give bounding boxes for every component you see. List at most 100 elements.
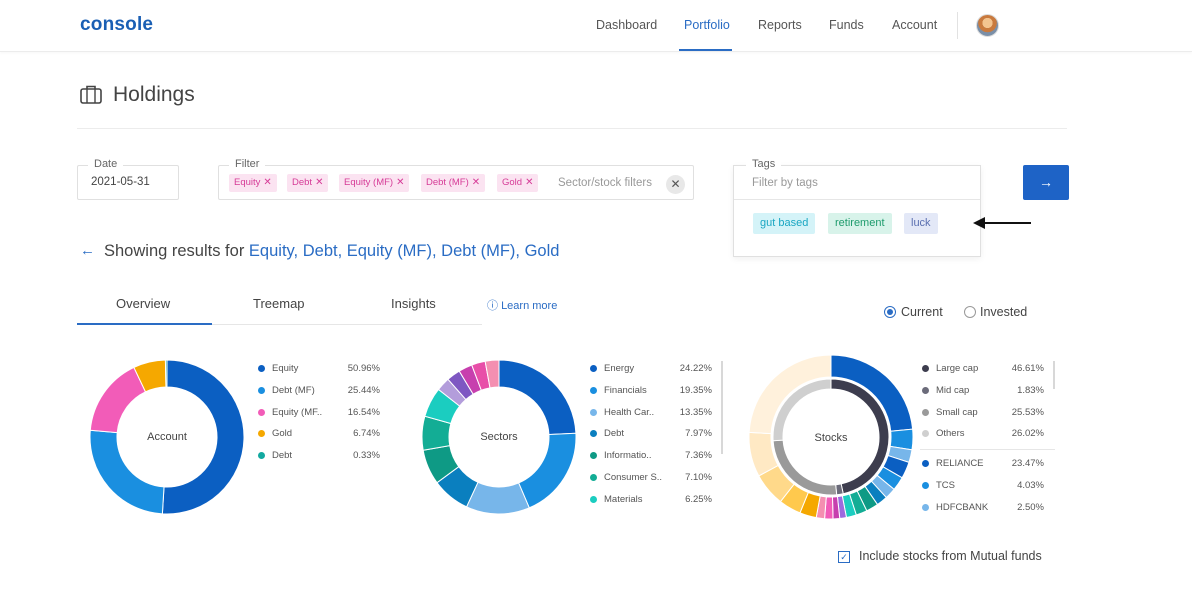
filter-chip-gold[interactable]: Gold ✕	[497, 174, 539, 192]
account-chart-label: Account	[147, 431, 187, 443]
title-divider	[77, 128, 1067, 129]
stocks-slice-reliance[interactable]	[830, 354, 914, 432]
sectors-slice-financials[interactable]	[517, 432, 577, 509]
filter-chip-equity-mf[interactable]: Equity (MF) ✕	[339, 174, 410, 192]
check-icon: ✓	[840, 552, 848, 562]
legend-name: TCS	[936, 479, 955, 491]
legend-dot	[258, 365, 265, 372]
legend-value: 19.35%	[679, 384, 712, 396]
radio-invested-label[interactable]: Invested	[980, 305, 1028, 319]
tag-option-luck[interactable]: luck	[904, 213, 938, 234]
nav-funds[interactable]: Funds	[829, 18, 864, 32]
radio-current[interactable]	[884, 306, 896, 318]
legend-name: Financials	[604, 384, 647, 396]
legend-name: Materials	[604, 493, 643, 505]
sectors-donut-chart	[421, 359, 577, 515]
stocks-slice-segment-18[interactable]	[748, 354, 832, 435]
legend-value: 13.35%	[679, 406, 712, 418]
legend-name: RELIANCE	[936, 458, 984, 469]
close-icon[interactable]: ✕	[396, 177, 405, 188]
legend-value: 6.25%	[685, 493, 712, 505]
legend-name: Informatio..	[604, 450, 652, 462]
filter-placeholder[interactable]: Sector/stock filters	[558, 177, 652, 189]
nav-portfolio[interactable]: Portfolio	[684, 18, 730, 32]
legend-name: Equity (MF..	[272, 406, 323, 418]
user-avatar[interactable]	[976, 14, 999, 37]
legend-value: 46.61%	[1011, 363, 1044, 374]
close-icon[interactable]: ✕	[525, 177, 534, 188]
results-summary: Showing results for Equity, Debt, Equity…	[104, 242, 559, 261]
stocks-legend-divider	[920, 449, 1055, 450]
filter-chip-debt[interactable]: Debt ✕	[287, 174, 329, 192]
tab-insights[interactable]: Insights	[391, 296, 436, 311]
nav-dashboard[interactable]: Dashboard	[596, 18, 658, 32]
legend-name: Equity	[272, 363, 299, 374]
nav-account[interactable]: Account	[892, 18, 938, 32]
include-mf-label[interactable]: Include stocks from Mutual funds	[859, 549, 1042, 563]
include-mf-checkbox[interactable]: ✓	[838, 551, 850, 563]
clear-filters-icon[interactable]: ✕	[666, 175, 685, 194]
filter-chip-debt-mf[interactable]: Debt (MF) ✕	[421, 174, 486, 192]
info-icon: ⓘ	[487, 300, 498, 312]
legend-dot	[590, 408, 597, 416]
filter-field[interactable]: Filter Equity ✕ Debt ✕ Equity (MF) ✕ Debt (…	[218, 158, 694, 200]
tags-legend: Tags	[746, 158, 782, 170]
tags-input[interactable]: Tags Filter by tags	[734, 158, 980, 200]
account-slice-equity-mf-[interactable]	[89, 366, 147, 434]
radio-invested[interactable]	[964, 306, 976, 318]
console-logo[interactable]: console	[80, 14, 154, 35]
legend-name: Debt	[272, 450, 293, 462]
legend-value: 6.74%	[353, 428, 380, 440]
nav-reports[interactable]: Reports	[758, 18, 802, 32]
account-donut-chart	[89, 359, 245, 515]
arrow-right-icon: →	[1039, 174, 1053, 190]
legend-value: 23.47%	[1011, 458, 1044, 469]
legend-dot	[258, 430, 265, 438]
legend-dot	[922, 386, 929, 394]
tag-option-retirement[interactable]: retirement	[828, 213, 892, 234]
sectors-slice-segment-11[interactable]	[484, 359, 500, 389]
close-icon[interactable]: ✕	[315, 177, 324, 188]
legend-dot	[922, 503, 929, 511]
legend-dot	[258, 452, 265, 460]
tab-treemap[interactable]: Treemap	[253, 296, 305, 311]
close-icon[interactable]: ✕	[471, 177, 481, 188]
page-title: Holdings	[113, 83, 195, 106]
briefcase-icon	[80, 85, 102, 104]
legend-value: 24.22%	[679, 363, 712, 374]
legend-name: Mid cap	[936, 384, 970, 396]
back-arrow-icon[interactable]: ←	[80, 242, 95, 259]
legend-name: Debt	[604, 428, 625, 440]
sectors-slice-energy[interactable]	[498, 359, 577, 436]
apply-filters-button[interactable]: →	[1023, 165, 1069, 200]
filter-legend: Filter	[229, 158, 266, 170]
stocks-legend-scrollbar[interactable]	[1053, 361, 1055, 389]
sectors-legend-scrollbar[interactable]	[721, 361, 723, 454]
legend-value: 25.53%	[1011, 406, 1044, 418]
legend-dot	[590, 474, 597, 481]
account-slice-debt[interactable]	[164, 359, 168, 388]
close-icon[interactable]: ✕	[263, 177, 272, 188]
date-field[interactable]: Date 2021-05-31	[77, 158, 179, 200]
tab-overview[interactable]: Overview	[116, 296, 171, 311]
legend-name: Others	[936, 428, 965, 440]
filter-chip-equity[interactable]: Equity ✕	[229, 174, 277, 192]
stocks-donut-chart	[748, 354, 914, 520]
tag-option-gut-based[interactable]: gut based	[753, 213, 816, 234]
results-prefix: Showing results for	[104, 242, 245, 260]
tags-dropdown: Tags Filter by tags gut based retirement…	[733, 158, 981, 257]
radio-current-label[interactable]: Current	[901, 305, 943, 319]
legend-dot	[922, 408, 929, 416]
legend-value: 1.83%	[1017, 384, 1044, 396]
account-slice-equity[interactable]	[161, 359, 245, 515]
stocks-cap-slice-others[interactable]	[772, 378, 832, 442]
legend-dot	[922, 365, 929, 372]
legend-value: 4.03%	[1017, 479, 1044, 491]
legend-dot	[258, 408, 265, 416]
sectors-chart-label: Sectors	[480, 431, 518, 443]
learn-more-link[interactable]: ⓘ Learn more	[487, 300, 558, 312]
legend-dot	[590, 495, 597, 503]
legend-name: Small cap	[936, 406, 978, 418]
legend-value: 2.50%	[1017, 501, 1044, 513]
